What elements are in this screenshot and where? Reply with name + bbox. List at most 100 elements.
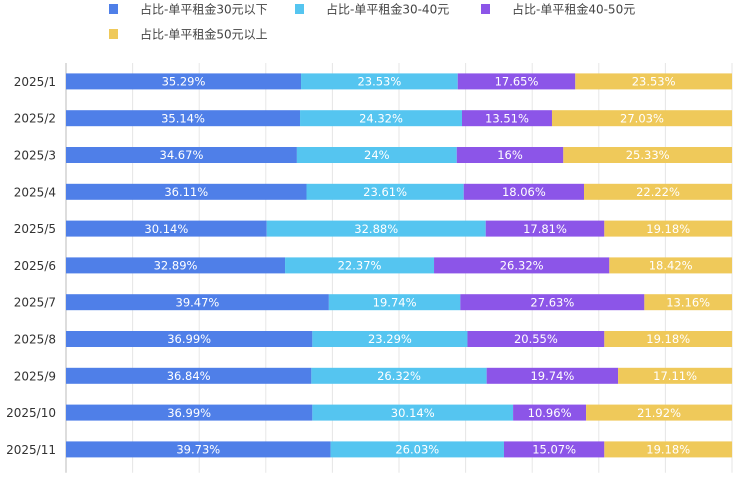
- data-label: 17.11%: [653, 369, 697, 383]
- y-tick-label: 2025/1: [14, 75, 56, 89]
- data-label: 36.84%: [167, 369, 211, 383]
- data-label: 18.42%: [649, 259, 693, 273]
- bar-segment[interactable]: [312, 404, 514, 421]
- bar-segment[interactable]: [456, 147, 564, 163]
- bar-segment[interactable]: [604, 220, 733, 237]
- data-label: 13.16%: [666, 295, 710, 309]
- bar-segment[interactable]: [300, 110, 463, 127]
- bar-segment[interactable]: [66, 110, 301, 127]
- data-label: 23.29%: [368, 332, 412, 346]
- data-label: 19.18%: [646, 222, 690, 236]
- bar-segment[interactable]: [66, 183, 307, 200]
- y-tick-label: 2025/8: [14, 333, 56, 347]
- bar-segment[interactable]: [513, 404, 587, 421]
- bar-segment[interactable]: [66, 331, 313, 347]
- bar-segment[interactable]: [66, 220, 267, 237]
- bar-segment[interactable]: [609, 257, 732, 274]
- data-label: 39.73%: [176, 443, 220, 457]
- bar-segment[interactable]: [457, 73, 576, 90]
- bar-segment[interactable]: [463, 183, 585, 200]
- bar-segment[interactable]: [563, 147, 732, 163]
- bar-segment[interactable]: [551, 110, 732, 127]
- bar-segment[interactable]: [66, 404, 313, 421]
- data-label: 13.51%: [485, 111, 529, 125]
- data-label: 19.18%: [646, 332, 690, 346]
- bar-segment[interactable]: [66, 147, 297, 163]
- bar-segment[interactable]: [285, 257, 435, 274]
- data-label: 30.14%: [391, 406, 435, 420]
- data-label: 26.32%: [377, 369, 421, 383]
- data-label: 24.32%: [359, 111, 403, 125]
- data-label: 39.47%: [176, 295, 220, 309]
- y-tick-label: 2025/4: [14, 185, 56, 199]
- legend: 占比-单平租金30元以下 占比-单平租金30-40元 占比-单平租金40-50元占比…: [109, 2, 635, 42]
- bar-segment[interactable]: [575, 73, 732, 90]
- legend-swatch[interactable]: [109, 29, 118, 39]
- data-label: 32.89%: [154, 259, 198, 273]
- data-label: 35.29%: [162, 75, 206, 89]
- legend-swatch[interactable]: [481, 4, 490, 14]
- data-label: 24%: [364, 148, 390, 162]
- data-label: 22.22%: [636, 185, 680, 199]
- bar-segment[interactable]: [330, 441, 504, 458]
- bar-segment[interactable]: [584, 183, 732, 200]
- legend-label[interactable]: 占比-单平租金30元以下: [140, 2, 268, 17]
- data-label: 32.88%: [354, 222, 398, 236]
- bar-segment[interactable]: [586, 404, 733, 421]
- data-label: 25.33%: [626, 148, 670, 162]
- data-label: 17.65%: [495, 75, 539, 89]
- bar-segment[interactable]: [503, 441, 605, 458]
- bar-segment[interactable]: [462, 110, 552, 127]
- bar-segment[interactable]: [66, 257, 286, 274]
- bars: 35.29% 23.53% 17.65% 23.53% 35.14% 24.32% 13.5…: [66, 73, 733, 458]
- data-label: 19.18%: [646, 443, 690, 457]
- bar-segment[interactable]: [301, 73, 458, 90]
- legend-label[interactable]: 占比-单平租金40-50元: [512, 2, 635, 17]
- bar-segment[interactable]: [604, 331, 733, 347]
- data-label: 23.53%: [357, 75, 401, 89]
- data-label: 17.81%: [523, 222, 567, 236]
- bar-segment[interactable]: [66, 367, 312, 384]
- data-label: 15.07%: [532, 443, 576, 457]
- bar-segment[interactable]: [460, 294, 645, 311]
- data-label: 20.55%: [514, 332, 558, 346]
- data-label: 23.61%: [363, 185, 407, 199]
- data-label: 36.11%: [164, 185, 208, 199]
- data-label: 36.99%: [167, 332, 211, 346]
- legend-swatch[interactable]: [109, 4, 118, 14]
- bar-segment[interactable]: [306, 183, 464, 200]
- y-axis-labels: 2025/1 2025/2 2025/3 2025/4 2025/5 2025/6 2025…: [6, 75, 56, 457]
- data-label: 36.99%: [167, 406, 211, 420]
- y-tick-label: 2025/5: [14, 222, 56, 236]
- legend-label[interactable]: 占比-单平租金50元以上: [140, 27, 268, 42]
- bar-segment[interactable]: [311, 367, 487, 384]
- data-label: 10.96%: [528, 406, 572, 420]
- bar-segment[interactable]: [66, 441, 331, 458]
- data-label: 30.14%: [144, 222, 188, 236]
- data-label: 23.53%: [632, 75, 676, 89]
- bar-segment[interactable]: [644, 294, 732, 311]
- y-tick-label: 2025/2: [14, 112, 56, 126]
- bar-segment[interactable]: [486, 367, 619, 384]
- data-label: 27.63%: [530, 295, 574, 309]
- bar-segment[interactable]: [66, 294, 329, 311]
- y-tick-label: 2025/3: [14, 149, 56, 163]
- bar-segment[interactable]: [266, 220, 486, 237]
- bar-segment[interactable]: [296, 147, 457, 163]
- bar-segment[interactable]: [66, 73, 302, 90]
- bar-segment[interactable]: [485, 220, 605, 237]
- y-tick-label: 2025/10: [6, 406, 56, 420]
- bar-segment[interactable]: [434, 257, 610, 274]
- data-label: 19.74%: [373, 295, 417, 309]
- y-tick-label: 2025/9: [14, 369, 56, 383]
- bar-segment[interactable]: [604, 441, 733, 458]
- bar-segment[interactable]: [312, 331, 468, 347]
- bar-segment[interactable]: [618, 367, 733, 384]
- legend-swatch[interactable]: [295, 4, 304, 14]
- legend-label[interactable]: 占比-单平租金30-40元: [326, 2, 449, 17]
- data-label: 26.03%: [395, 443, 439, 457]
- bar-segment[interactable]: [328, 294, 461, 311]
- data-label: 35.14%: [161, 111, 205, 125]
- bar-segment[interactable]: [467, 331, 605, 347]
